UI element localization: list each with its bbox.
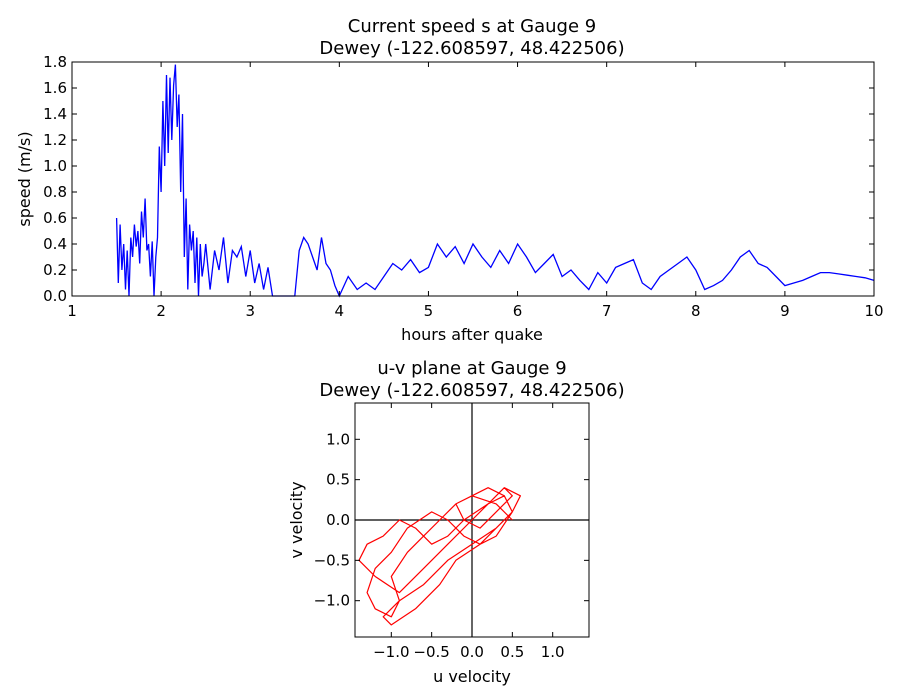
y-tick-label: 0.0: [326, 511, 350, 529]
speed-chart-y-ticks: 0.0 0.2 0.4 0.6 0.8 1.0 1.2 1.4 1.6 1.8: [43, 53, 874, 305]
y-tick-label: 1.4: [43, 105, 67, 123]
uv-chart: u-v plane at Gauge 9 Dewey (-122.608597,…: [287, 358, 625, 686]
speed-chart-x-label: hours after quake: [401, 325, 543, 344]
uv-chart-plot-area: [355, 403, 589, 637]
x-tick-label: −0.5: [413, 643, 449, 661]
uv-chart-y-ticks: −1.0 −0.5 0.0 0.5 1.0: [314, 430, 589, 610]
x-tick-label: 4: [335, 302, 345, 320]
y-tick-label: 0.0: [43, 287, 67, 305]
y-tick-label: 1.0: [43, 157, 67, 175]
x-tick-label: 0.0: [460, 643, 484, 661]
uv-chart-x-label: u velocity: [433, 667, 511, 686]
x-tick-label: −1.0: [373, 643, 409, 661]
speed-chart-title: Current speed s at Gauge 9: [348, 16, 596, 37]
y-tick-label: 0.2: [43, 261, 67, 279]
y-tick-label: 0.8: [43, 183, 67, 201]
x-tick-label: 5: [424, 302, 434, 320]
uv-trajectory-line: [358, 487, 521, 626]
y-tick-label: 1.0: [326, 430, 350, 448]
y-tick-label: 1.2: [43, 131, 67, 149]
uv-chart-y-label: v velocity: [287, 481, 306, 558]
x-tick-label: 1: [67, 302, 77, 320]
x-tick-label: 3: [245, 302, 255, 320]
uv-chart-x-ticks: −1.0 −0.5 0.0 0.5 1.0: [373, 403, 565, 661]
x-tick-label: 9: [780, 302, 790, 320]
y-tick-label: 1.6: [43, 79, 67, 97]
x-tick-label: 6: [513, 302, 523, 320]
uv-chart-subtitle: Dewey (-122.608597, 48.422506): [319, 380, 624, 401]
y-tick-label: −1.0: [314, 592, 350, 610]
speed-chart-x-ticks: 1 2 3 4 5 6 7 8 9 10: [67, 62, 884, 320]
speed-chart-subtitle: Dewey (-122.608597, 48.422506): [319, 38, 624, 59]
x-tick-label: 8: [691, 302, 701, 320]
speed-chart: Current speed s at Gauge 9 Dewey (-122.6…: [15, 16, 884, 344]
y-tick-label: 0.6: [43, 209, 67, 227]
uv-chart-title: u-v plane at Gauge 9: [377, 358, 566, 379]
x-tick-label: 10: [864, 302, 883, 320]
y-tick-label: 0.4: [43, 235, 67, 253]
x-tick-label: 0.5: [500, 643, 524, 661]
x-tick-label: 7: [602, 302, 612, 320]
x-tick-label: 1.0: [541, 643, 565, 661]
y-tick-label: 1.8: [43, 53, 67, 71]
speed-chart-frame: [71, 61, 875, 297]
speed-chart-y-label: speed (m/s): [15, 131, 34, 226]
y-tick-label: −0.5: [314, 551, 350, 569]
x-tick-label: 2: [156, 302, 166, 320]
y-tick-label: 0.5: [326, 471, 350, 489]
